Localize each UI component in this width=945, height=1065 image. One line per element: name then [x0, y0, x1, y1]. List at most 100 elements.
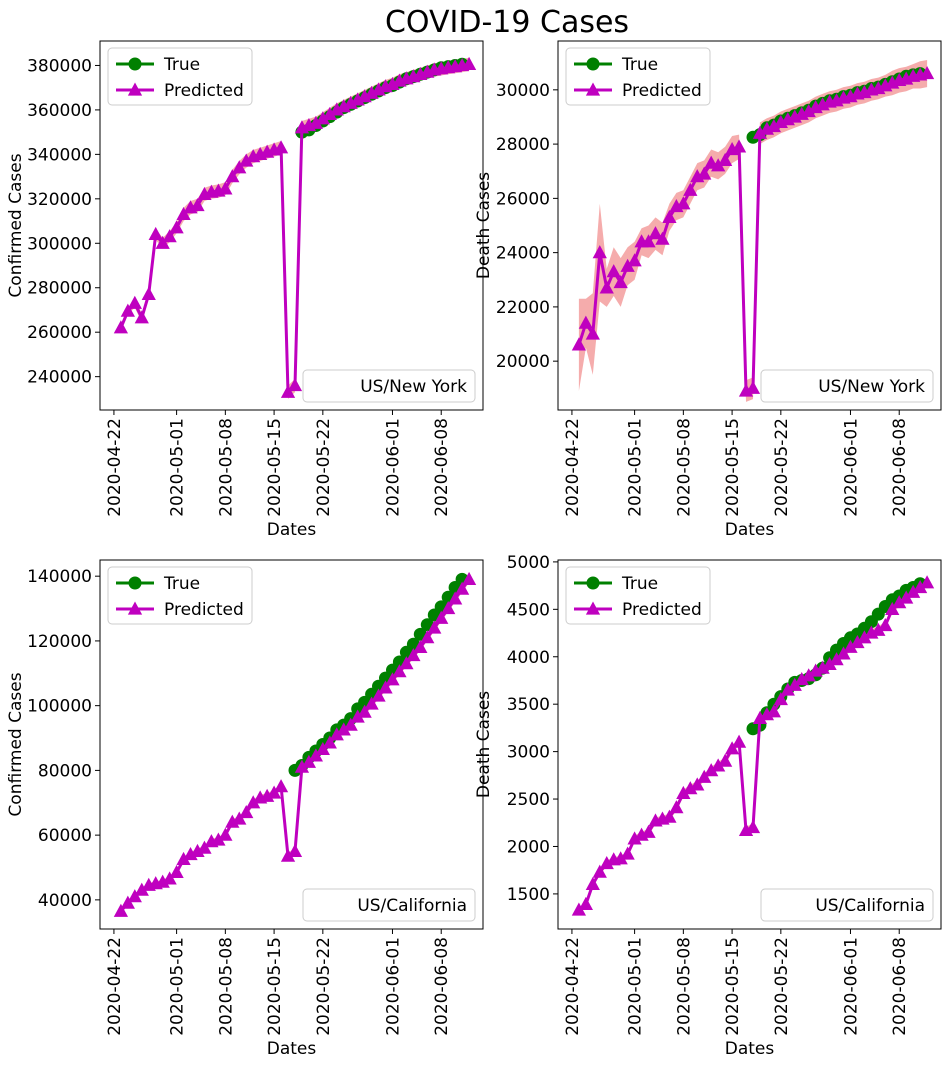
predicted-point: [322, 106, 337, 120]
legend-true-marker: [128, 576, 142, 590]
predicted-point: [392, 664, 407, 678]
predicted-point: [336, 99, 351, 113]
predicted-point: [697, 166, 712, 180]
x-tick-label: 2020-04-22: [105, 937, 125, 1036]
predicted-point: [406, 647, 421, 662]
x-tick-label: 2020-05-22: [772, 937, 792, 1036]
predicted-point: [343, 717, 358, 731]
legend-true-label: True: [163, 55, 200, 75]
predicted-point: [273, 779, 289, 793]
predicted-point: [578, 896, 593, 910]
x-tick-label: 2020-05-01: [168, 937, 188, 1036]
chart-ny-confirmed: 240000 260000 280000 300000 320000 340000 3600…: [6, 40, 484, 540]
y-tick-label: 3000: [507, 743, 550, 763]
predicted-point: [413, 639, 428, 654]
y-tick-label: 40000: [38, 891, 92, 911]
x-tick-label: 2020-06-01: [383, 418, 403, 517]
predicted-point: [427, 620, 442, 634]
x-tick-label: 2020-06-01: [383, 937, 403, 1036]
predicted-point: [745, 820, 761, 834]
region-box: [302, 888, 476, 922]
predicted-point: [190, 197, 205, 212]
predicted-point: [711, 758, 726, 772]
x-axis-label: Dates: [725, 520, 775, 540]
y-tick-label: 30000: [496, 81, 550, 101]
predicted-point: [878, 617, 893, 632]
region-label: US/New York: [360, 377, 467, 397]
figure-title: COVID-19 Cases: [385, 5, 629, 40]
predicted-point: [613, 274, 628, 289]
x-tick-label: 2020-05-01: [168, 418, 188, 517]
plot-frame: [557, 40, 942, 411]
predicted-point: [329, 727, 344, 741]
predicted-point: [843, 639, 858, 653]
y-tick-label: 22000: [496, 298, 550, 318]
predicted-point: [731, 734, 747, 748]
predicted-point: [420, 630, 435, 644]
plot-frame: [99, 40, 484, 411]
y-tick-label: 320000: [27, 190, 92, 210]
predicted-point: [836, 646, 851, 660]
predicted-point: [592, 245, 607, 259]
series-predicted: [571, 575, 935, 916]
legend-predicted-marker: [127, 601, 143, 615]
y-tick-label: 60000: [38, 826, 92, 846]
predicted-point: [718, 753, 733, 767]
predicted-point: [113, 320, 129, 334]
y-axis-label: Confirmed Cases: [6, 153, 26, 297]
y-tick-label: 3500: [507, 695, 550, 715]
legend-true-label: True: [621, 574, 658, 594]
legend-true-marker: [128, 57, 142, 71]
y-tick-label: 340000: [27, 145, 92, 165]
predicted-point: [571, 902, 587, 916]
region-label-box: US/New York: [760, 369, 934, 403]
legend-predicted-marker: [585, 601, 601, 615]
x-tick-label: 2020-05-08: [216, 418, 236, 517]
predicted-point: [294, 759, 310, 773]
predicted-point: [599, 856, 614, 870]
prediction-band: [578, 60, 928, 402]
predicted-point: [871, 622, 886, 636]
predicted-point: [232, 160, 247, 174]
predicted-point: [287, 378, 303, 392]
predicted-point: [899, 590, 914, 604]
predicted-point: [912, 580, 928, 594]
predicted-point: [822, 656, 837, 670]
y-axis-label: Death Cases: [474, 172, 494, 279]
y-tick-label: 24000: [496, 244, 550, 264]
y-tick-label: 4000: [507, 648, 550, 668]
region-box: [760, 888, 934, 922]
predicted-point: [606, 264, 621, 278]
predicted-point: [752, 125, 768, 139]
predicted-point: [448, 591, 463, 605]
legend-true-marker: [586, 576, 600, 590]
predicted-point: [350, 92, 365, 106]
predicted-point: [752, 710, 768, 725]
predicted-point: [731, 139, 747, 153]
predicted-point: [315, 111, 330, 125]
x-tick-label: 2020-05-15: [723, 418, 743, 517]
y-tick-label: 300000: [27, 234, 92, 254]
predicted-point: [364, 696, 379, 710]
predicted-point: [357, 89, 372, 103]
predicted-point: [273, 140, 289, 154]
y-tick-label: 280000: [27, 279, 92, 299]
x-tick-label: 2020-05-08: [216, 937, 236, 1036]
predicted-point: [218, 827, 233, 841]
prediction-band: [120, 576, 470, 914]
x-axis-label: Dates: [267, 1039, 317, 1059]
y-tick-label: 380000: [27, 56, 92, 76]
predicted-point: [919, 66, 935, 80]
legend-predicted-marker: [127, 82, 143, 96]
predicted-point: [218, 181, 233, 195]
x-tick-label: 2020-05-08: [674, 418, 694, 517]
predicted-point: [176, 851, 191, 866]
x-tick-label: 2020-05-15: [265, 418, 285, 517]
x-tick-label: 2020-06-08: [890, 418, 910, 517]
predicted-point: [592, 864, 607, 878]
legend-predicted-marker: [585, 82, 601, 96]
y-tick-label: 20000: [496, 352, 550, 372]
x-tick-label: 2020-05-22: [314, 937, 334, 1036]
predicted-point: [134, 310, 149, 324]
predicted-point: [704, 763, 719, 777]
